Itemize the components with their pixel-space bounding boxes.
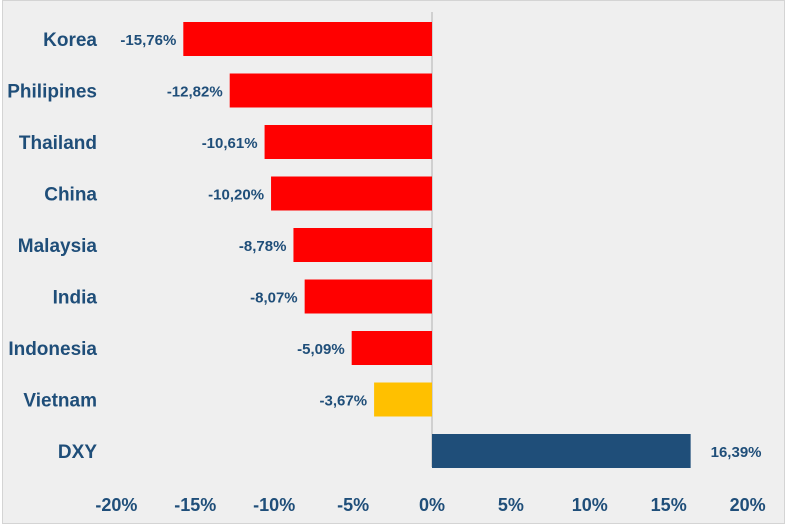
value-label-vietnam: -3,67%	[320, 393, 368, 410]
x-tick-label: 10%	[572, 495, 608, 515]
x-tick-label: -5%	[337, 495, 369, 515]
category-label-thailand: Thailand	[19, 133, 97, 154]
value-label-india: -8,07%	[250, 290, 298, 307]
category-label-malaysia: Malaysia	[18, 236, 98, 257]
category-label-indonesia: Indonesia	[8, 339, 97, 360]
value-label-indonesia: -5,09%	[297, 341, 345, 358]
x-tick-label: 20%	[730, 495, 766, 515]
bar-chart: Korea -15,76% Philipines -12,82% Thailand -10…	[7, 12, 766, 515]
value-label-philipines: -12,82%	[167, 84, 223, 101]
x-tick-label: -10%	[253, 495, 295, 515]
bar-vietnam	[374, 382, 432, 417]
bar-thailand	[264, 125, 432, 159]
bar-china	[271, 176, 432, 211]
x-tick-label: 5%	[498, 495, 524, 515]
value-label-malaysia: -8,78%	[239, 238, 287, 255]
category-label-korea: Korea	[43, 30, 97, 51]
bar-dxy	[432, 434, 691, 468]
category-label-dxy: DXY	[58, 442, 97, 463]
value-label-dxy: 16,39%	[711, 444, 762, 461]
category-label-india: India	[53, 288, 98, 309]
value-label-korea: -15,76%	[120, 32, 176, 49]
bar-philipines	[229, 73, 432, 108]
value-label-china: -10,20%	[208, 187, 264, 204]
category-label-philipines: Philipines	[7, 82, 97, 103]
category-label-vietnam: Vietnam	[23, 391, 97, 412]
x-tick-label: -15%	[174, 495, 216, 515]
bar-korea	[183, 22, 432, 56]
x-tick-label: -20%	[95, 495, 137, 515]
bar-india	[304, 279, 432, 314]
value-label-thailand: -10,61%	[202, 135, 258, 152]
bar-malaysia	[293, 228, 432, 262]
x-tick-label: 0%	[419, 495, 445, 515]
bar-indonesia	[351, 331, 432, 365]
category-label-china: China	[44, 185, 97, 206]
x-tick-label: 15%	[651, 495, 687, 515]
